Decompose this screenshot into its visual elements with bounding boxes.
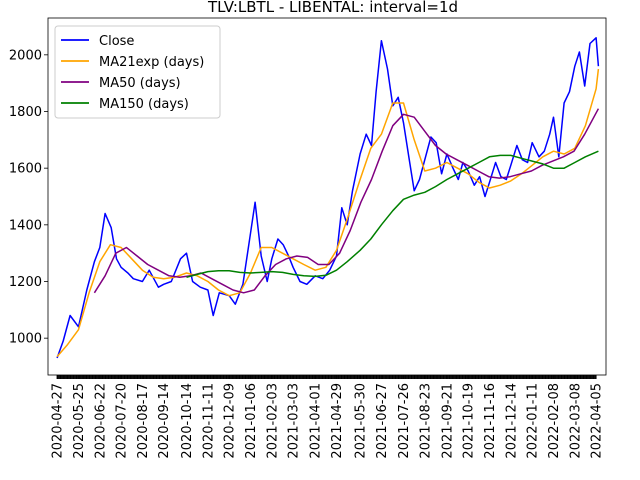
x-tick-label: 2022-04-05 [590, 383, 605, 459]
x-tick-label: 2020-08-17 [136, 383, 151, 459]
legend-label-0: Close [99, 34, 134, 49]
y-tick-label: 1200 [9, 275, 42, 290]
x-tick-label: 2020-05-25 [72, 383, 87, 459]
x-tick-label: 2020-06-22 [93, 383, 108, 459]
legend-label-3: MA150 (days) [99, 97, 189, 112]
series-line-2 [93, 108, 600, 294]
x-tick-label: 2021-04-01 [309, 383, 324, 459]
series-line-0 [56, 37, 600, 359]
x-tick-label: 2020-11-11 [201, 383, 216, 459]
x-tick-label: 2022-03-08 [568, 383, 583, 459]
legend-label-1: MA21exp (days) [99, 55, 204, 70]
series-line-3 [186, 150, 599, 279]
y-tick-label: 1800 [9, 105, 42, 120]
x-tick-label: 2021-06-27 [375, 383, 390, 459]
x-tick-label: 2021-04-29 [330, 383, 345, 459]
x-tick-label: 2020-09-14 [157, 383, 172, 459]
x-tick-label: 2021-10-19 [462, 383, 477, 459]
legend-box [54, 25, 221, 119]
y-tick-label: 1600 [9, 162, 42, 177]
x-tick-label: 2021-08-23 [418, 383, 433, 459]
x-tick-label: 2021-07-26 [397, 383, 412, 459]
series-line-1 [56, 68, 600, 358]
x-tick-label: 2021-09-21 [440, 383, 455, 459]
y-tick-label: 1400 [9, 218, 42, 233]
legend-label-2: MA50 (days) [99, 76, 181, 91]
legend: Close MA21exp (days) MA50 (days) MA150 (day… [54, 25, 221, 119]
x-tick-label: 2020-10-14 [180, 383, 195, 459]
x-tick-label: 2022-01-11 [526, 383, 541, 459]
x-minor-ticks [56, 375, 597, 379]
y-tick-label: 1000 [9, 332, 42, 347]
x-tick-label: 2021-01-06 [244, 383, 259, 459]
x-tick-label: 2020-07-20 [115, 383, 130, 459]
x-tick-label: 2022-02-08 [547, 383, 562, 459]
x-tick-label: 2021-03-03 [287, 383, 302, 459]
x-tick-label: 2020-12-09 [223, 383, 238, 459]
x-tick-label: 2021-12-14 [504, 383, 519, 459]
series-layer [56, 37, 600, 359]
axes-layer: 2020-04-27 2020-05-25 2020-06-22 2020-07-20… [9, 17, 607, 459]
chart-title: TLV:LBTL - LIBENTAL: interval=1d [207, 0, 458, 16]
x-tick-label: 2021-11-16 [483, 383, 498, 459]
x-tick-label: 2021-02-03 [265, 383, 280, 459]
y-tick-label: 2000 [9, 48, 42, 63]
x-tick-label: 2021-05-30 [354, 383, 369, 459]
x-tick-label: 2020-04-27 [51, 383, 66, 459]
